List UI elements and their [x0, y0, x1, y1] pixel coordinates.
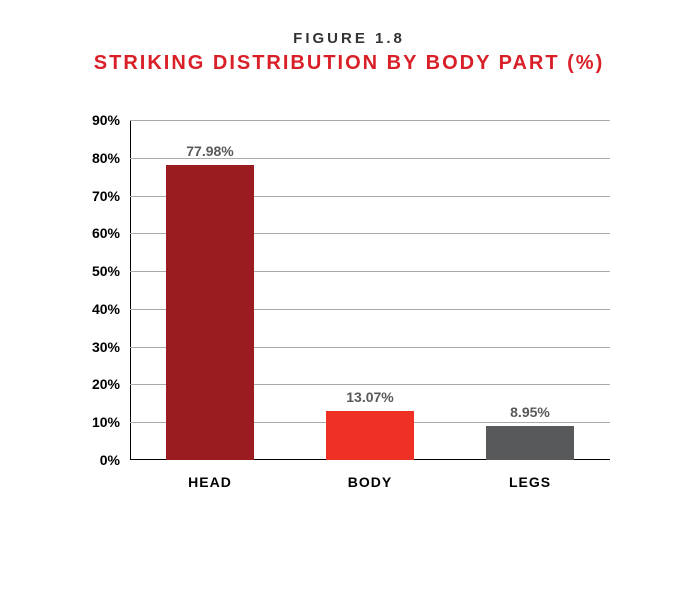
x-category-label: LEGS: [509, 460, 551, 490]
y-tick-label: 80%: [92, 150, 130, 166]
y-tick-label: 20%: [92, 376, 130, 392]
bar-value-label: 8.95%: [510, 404, 550, 426]
bar-value-label: 77.98%: [186, 143, 233, 165]
figure-number: FIGURE 1.8: [0, 30, 698, 47]
y-tick-label: 70%: [92, 188, 130, 204]
bar: 8.95%: [486, 426, 574, 460]
y-tick-label: 30%: [92, 339, 130, 355]
bar: 13.07%: [326, 411, 414, 460]
y-tick-label: 60%: [92, 225, 130, 241]
grid-line: [130, 120, 610, 121]
chart-title: STRIKING DISTRIBUTION BY BODY PART (%): [0, 52, 698, 75]
y-tick-label: 0%: [100, 452, 130, 468]
bar-value-label: 13.07%: [346, 389, 393, 411]
y-tick-label: 40%: [92, 301, 130, 317]
y-tick-label: 10%: [92, 414, 130, 430]
y-tick-label: 90%: [92, 112, 130, 128]
y-tick-label: 50%: [92, 263, 130, 279]
x-category-label: HEAD: [188, 460, 232, 490]
bar: 77.98%: [166, 165, 254, 460]
chart-plot-area: 0%10%20%30%40%50%60%70%80%90%77.98%HEAD1…: [130, 120, 610, 460]
x-category-label: BODY: [348, 460, 392, 490]
y-axis-line: [130, 120, 131, 460]
